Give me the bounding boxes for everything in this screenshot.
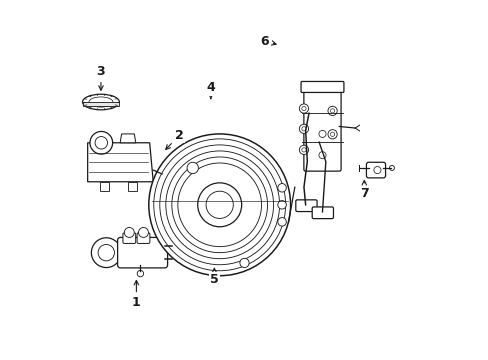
Text: 3: 3	[97, 66, 105, 90]
Circle shape	[277, 184, 286, 192]
Circle shape	[301, 148, 305, 152]
FancyBboxPatch shape	[366, 162, 385, 178]
Circle shape	[318, 152, 325, 159]
Circle shape	[330, 132, 334, 136]
FancyBboxPatch shape	[311, 207, 333, 219]
Circle shape	[137, 270, 143, 277]
FancyBboxPatch shape	[303, 90, 341, 171]
Circle shape	[240, 258, 248, 267]
Circle shape	[299, 104, 308, 113]
Circle shape	[299, 124, 308, 134]
FancyBboxPatch shape	[301, 81, 343, 93]
FancyBboxPatch shape	[118, 238, 167, 268]
Circle shape	[388, 166, 394, 170]
Text: 6: 6	[260, 35, 276, 48]
Circle shape	[91, 238, 121, 267]
FancyBboxPatch shape	[137, 233, 149, 243]
Text: 4: 4	[206, 81, 215, 99]
Circle shape	[301, 127, 305, 131]
Text: 7: 7	[359, 180, 368, 200]
FancyBboxPatch shape	[128, 182, 137, 191]
Circle shape	[124, 228, 134, 238]
FancyBboxPatch shape	[122, 233, 135, 243]
Circle shape	[318, 130, 325, 138]
Circle shape	[277, 217, 286, 226]
Ellipse shape	[82, 94, 119, 110]
Text: 5: 5	[209, 268, 218, 287]
Circle shape	[277, 201, 286, 209]
Circle shape	[187, 162, 198, 174]
FancyBboxPatch shape	[295, 200, 316, 212]
Circle shape	[301, 107, 305, 111]
Circle shape	[197, 183, 241, 227]
Text: 1: 1	[132, 280, 141, 309]
Circle shape	[90, 131, 112, 154]
Circle shape	[327, 106, 337, 116]
Polygon shape	[82, 102, 119, 106]
Polygon shape	[120, 134, 136, 143]
Circle shape	[299, 145, 308, 154]
Circle shape	[373, 167, 380, 174]
FancyBboxPatch shape	[100, 182, 109, 191]
Circle shape	[148, 134, 290, 276]
Text: 2: 2	[165, 129, 183, 149]
Circle shape	[98, 244, 114, 261]
Circle shape	[95, 136, 107, 149]
Circle shape	[205, 191, 233, 219]
Circle shape	[327, 130, 337, 139]
Circle shape	[138, 228, 148, 238]
Polygon shape	[87, 143, 153, 182]
Circle shape	[330, 109, 334, 113]
